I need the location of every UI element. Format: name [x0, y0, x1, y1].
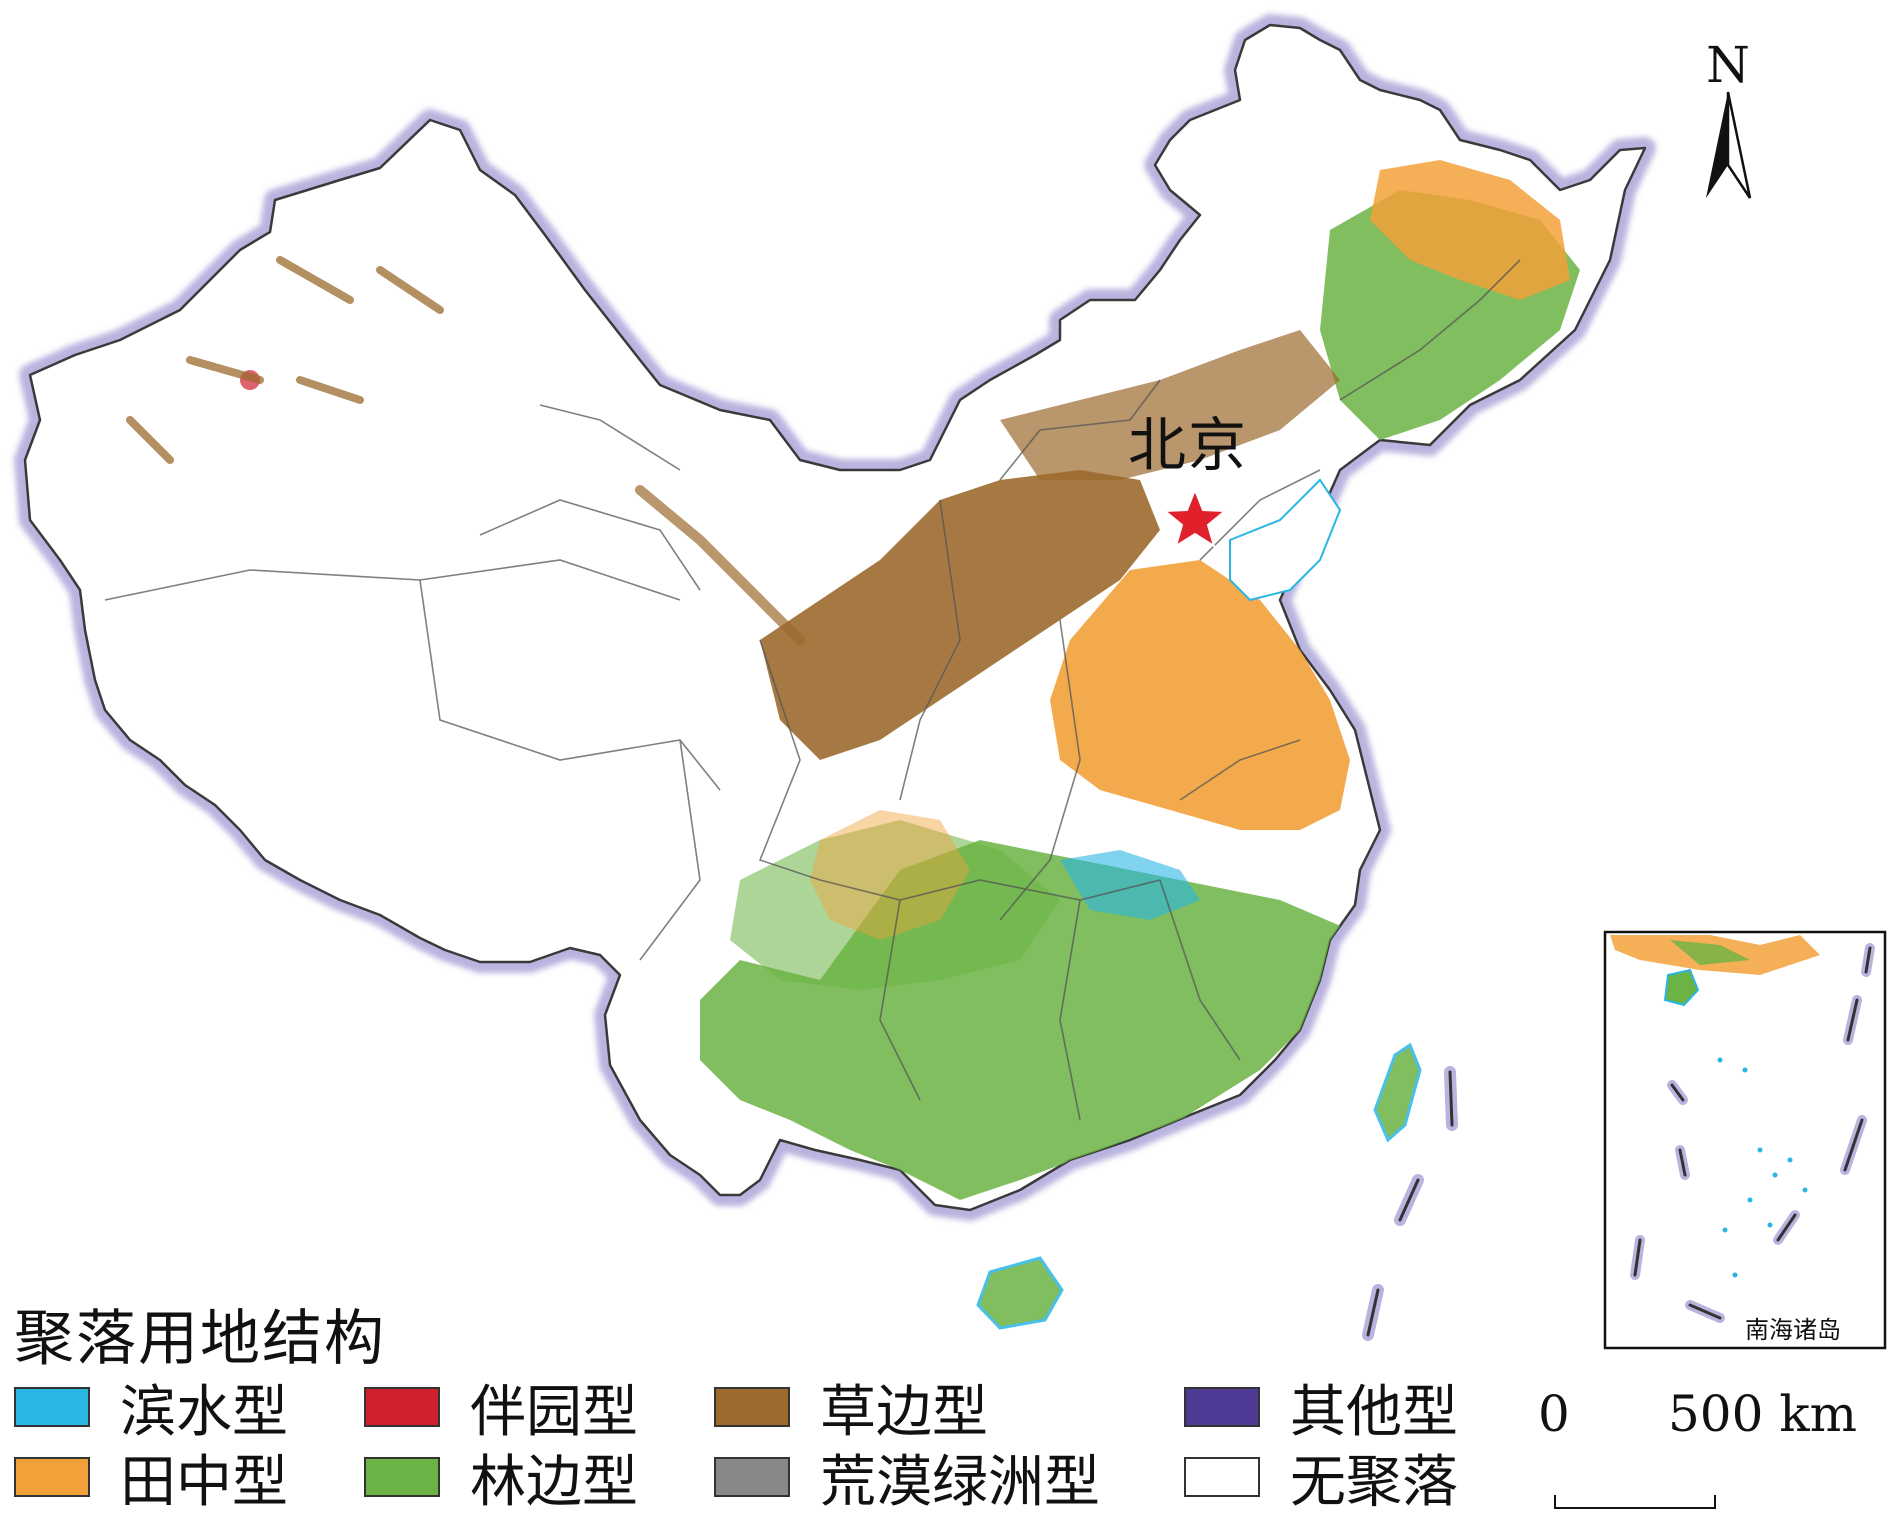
- legend-item-no-settlement: 无聚落: [1184, 1442, 1504, 1515]
- legend-swatch: [714, 1457, 790, 1497]
- legend-swatch: [714, 1387, 790, 1427]
- legend-item-garden: 伴园型: [364, 1372, 714, 1445]
- south-china-sea-inset: [1603, 930, 1887, 1350]
- legend-item-grass-edge: 草边型: [714, 1372, 1184, 1445]
- provincial-boundaries: [104, 259, 1521, 1121]
- legend-swatch: [364, 1387, 440, 1427]
- legend: 滨水型 伴园型 草边型 其他型 田中型 林边型 荒漠绿洲型 无聚落: [14, 1372, 1504, 1515]
- legend-item-waterside: 滨水型: [14, 1372, 364, 1445]
- legend-label: 草边型: [820, 1379, 988, 1445]
- legend-label: 滨水型: [120, 1379, 288, 1445]
- north-arrow: N: [1682, 36, 1774, 208]
- legend-item-forest-edge: 林边型: [364, 1442, 714, 1515]
- legend-swatch: [1184, 1457, 1260, 1497]
- legend-swatch: [1184, 1387, 1260, 1427]
- farmland-center-region-northeast: [1370, 160, 1570, 300]
- scale-start-label: 0: [1538, 1385, 1570, 1443]
- beijing-star-icon: [1162, 487, 1228, 549]
- bohai-sea: [1229, 478, 1342, 602]
- legend-title: 聚落用地结构: [14, 1304, 386, 1374]
- capital-label: 北京: [1128, 411, 1249, 479]
- farmland-center-region-sichuan: [810, 810, 970, 940]
- legend-label: 田中型: [120, 1449, 288, 1515]
- north-label: N: [1706, 36, 1750, 94]
- legend-swatch: [14, 1457, 90, 1497]
- garden-region-fujian: [1258, 1088, 1282, 1112]
- grass-edge-region-loess: [760, 470, 1160, 760]
- hainan-island: [976, 1256, 1064, 1330]
- inset-label: 南海诸岛: [1745, 1316, 1841, 1344]
- legend-label: 荒漠绿洲型: [820, 1449, 1100, 1515]
- legend-item-farmland: 田中型: [14, 1442, 364, 1515]
- scale-bar-line: [1554, 1495, 1716, 1509]
- legend-swatch: [364, 1457, 440, 1497]
- legend-label: 无聚落: [1290, 1449, 1458, 1515]
- farmland-center-region-plain: [1050, 560, 1350, 830]
- taiwan-island: [1373, 1042, 1422, 1143]
- grass-edge-region-north: [1000, 330, 1340, 480]
- legend-label: 林边型: [470, 1449, 638, 1515]
- grass-edge-region-xinjiang: [126, 256, 444, 464]
- legend-swatch: [14, 1387, 90, 1427]
- legend-item-other: 其他型: [1184, 1372, 1504, 1445]
- legend-item-desert-oasis: 荒漠绿洲型: [714, 1442, 1184, 1515]
- settlement-layer: [126, 160, 1580, 1200]
- maritime-boundary-dashes-core: [1366, 1070, 1454, 1337]
- grass-edge-region-hexi: [635, 485, 805, 645]
- waterside-region-yangtze: [1060, 850, 1200, 920]
- legend-label: 伴园型: [470, 1379, 638, 1445]
- legend-label: 其他型: [1290, 1379, 1458, 1445]
- forest-edge-region-central: [730, 820, 1060, 990]
- scale-bar: 0 500 km: [1538, 1385, 1878, 1515]
- north-arrow-icon: [1706, 91, 1752, 199]
- scale-end-label: 500 km: [1668, 1385, 1858, 1443]
